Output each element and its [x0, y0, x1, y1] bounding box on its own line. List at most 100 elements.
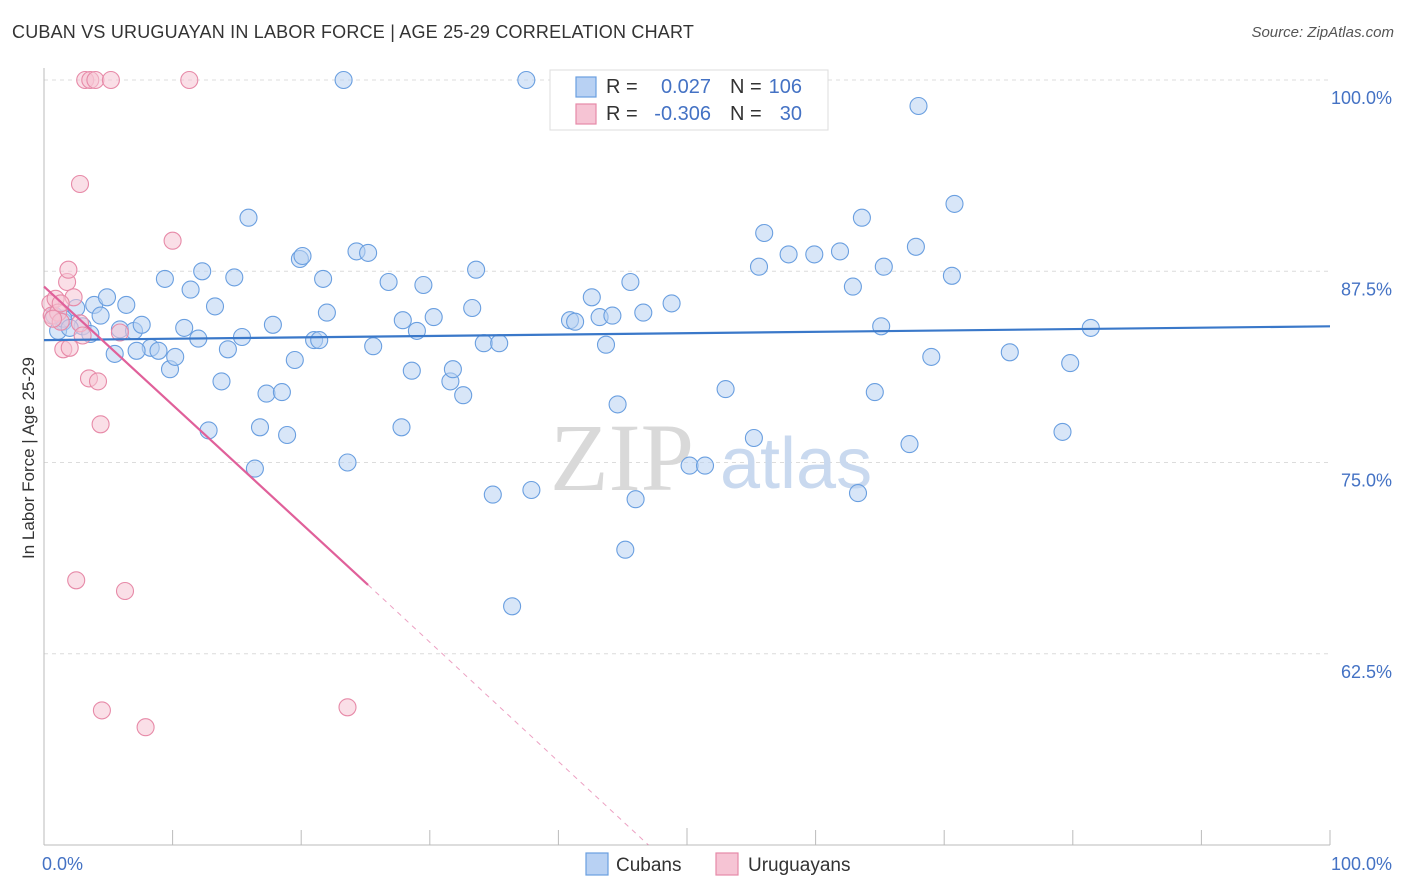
tick-labels: 100.0% 87.5% 75.0% 62.5% 0.0% 100.0%: [42, 88, 1392, 874]
correlation-legend: R = 0.027 N = 106 R = -0.306 N = 30: [549, 69, 829, 131]
cuban-point: [744, 428, 763, 448]
cuban-point: [359, 243, 378, 262]
cuban-point: [424, 308, 443, 327]
trend-lines: [43, 285, 1331, 846]
cuban-point: [310, 331, 329, 350]
cuban-point: [582, 288, 601, 307]
uruguayan-point: [163, 231, 182, 250]
cuban-point: [1053, 422, 1072, 441]
cuban-point: [608, 395, 627, 414]
cuban-point: [626, 490, 645, 509]
cuban-point: [454, 386, 473, 405]
cuban-point: [414, 275, 433, 295]
cuban-point: [922, 347, 941, 366]
cuban-point: [830, 242, 850, 261]
cuban-point: [716, 380, 735, 399]
cuban-point: [900, 435, 919, 454]
cuban-point: [218, 340, 237, 359]
uruguayan-point: [115, 581, 135, 601]
cuban-point: [945, 194, 964, 213]
cuban-point: [865, 383, 884, 402]
cuban-point: [755, 223, 774, 243]
watermark: ZIP atlas: [550, 404, 872, 511]
grid-lines: [44, 79, 1330, 655]
y-tick-label: 75.0%: [1341, 471, 1392, 491]
cuban-point: [1000, 343, 1019, 362]
legend-r-value-uruguayans: -0.306: [654, 103, 711, 125]
legend-n-label-uruguayans: N =: [730, 103, 762, 125]
cuban-point: [662, 294, 681, 313]
bottom-legend-swatch-cubans: [585, 852, 609, 876]
uruguayan-point: [59, 260, 78, 279]
uruguayan-point: [338, 698, 357, 717]
bottom-legend-label-cubans: Cubans: [616, 855, 682, 876]
cuban-point: [166, 347, 185, 366]
cuban-point: [909, 96, 928, 116]
cuban-point: [634, 303, 653, 322]
cuban-point: [392, 418, 411, 437]
series-legend: Cubans Uruguayans: [585, 852, 850, 876]
cuban-point: [91, 306, 110, 325]
uruguayan-point: [110, 323, 129, 342]
cuban-point: [293, 246, 312, 266]
cuban-point: [852, 208, 871, 227]
cuban-point: [317, 303, 336, 322]
cuban-point: [483, 485, 502, 504]
legend-r-label-cubans: R =: [606, 76, 638, 98]
cuban-point: [522, 480, 541, 500]
cuban-point: [132, 315, 151, 334]
uruguayans-trend-line: [43, 285, 369, 586]
cuban-point: [181, 280, 200, 299]
y-tick-label: 87.5%: [1341, 279, 1392, 299]
uruguayan-point: [101, 70, 120, 90]
cuban-point: [263, 315, 282, 334]
uruguayan-point: [180, 70, 199, 90]
cuban-point: [603, 306, 622, 325]
cuban-point: [467, 260, 486, 279]
cuban-point: [874, 257, 893, 276]
cuban-point: [942, 266, 961, 285]
cuban-point: [272, 383, 291, 402]
cuban-point: [278, 425, 297, 445]
cuban-point: [490, 334, 509, 353]
uruguayan-point: [86, 70, 105, 90]
legend-swatch-cubans: [575, 76, 597, 98]
legend-r-label-uruguayans: R =: [606, 103, 638, 125]
cuban-point: [402, 361, 421, 380]
cuban-point: [503, 597, 522, 616]
cuban-point: [621, 272, 640, 292]
legend-n-value-uruguayans: 30: [780, 103, 802, 125]
legend-n-label-cubans: N =: [730, 76, 762, 98]
legend-swatch-uruguayans: [575, 103, 597, 125]
cuban-point: [443, 360, 462, 379]
cuban-point: [175, 318, 194, 337]
y-axis-title: In Labor Force | Age 25-29: [19, 357, 38, 559]
cuban-point: [97, 288, 117, 307]
uruguayan-point: [73, 326, 92, 345]
uruguayans-trend-extension: [367, 584, 649, 846]
cuban-point: [239, 208, 258, 227]
bottom-legend-label-uruguayans: Uruguayans: [748, 855, 850, 876]
x-tick-label: 100.0%: [1331, 854, 1392, 874]
legend-r-value-cubans: 0.027: [661, 76, 711, 98]
cuban-point: [285, 350, 304, 370]
cuban-point: [245, 459, 264, 478]
uruguayan-point: [70, 174, 90, 194]
source-credit: Source: ZipAtlas.com: [1251, 24, 1394, 41]
uruguayan-point: [43, 309, 63, 328]
cuban-point: [596, 335, 616, 354]
cuban-point: [680, 456, 699, 475]
cuban-point: [334, 70, 353, 90]
cuban-point: [779, 245, 798, 264]
legend-n-value-cubans: 106: [769, 76, 802, 98]
cuban-point: [906, 237, 925, 256]
cuban-point: [257, 384, 276, 403]
cuban-point: [393, 311, 412, 330]
uruguayan-point: [60, 338, 79, 357]
cuban-point: [805, 245, 824, 264]
cuban-point: [474, 334, 493, 353]
chart-title: CUBAN VS URUGUAYAN IN LABOR FORCE | AGE …: [12, 22, 695, 42]
cuban-point: [695, 456, 715, 475]
axes: [43, 68, 1331, 846]
uruguayan-point: [92, 701, 111, 720]
